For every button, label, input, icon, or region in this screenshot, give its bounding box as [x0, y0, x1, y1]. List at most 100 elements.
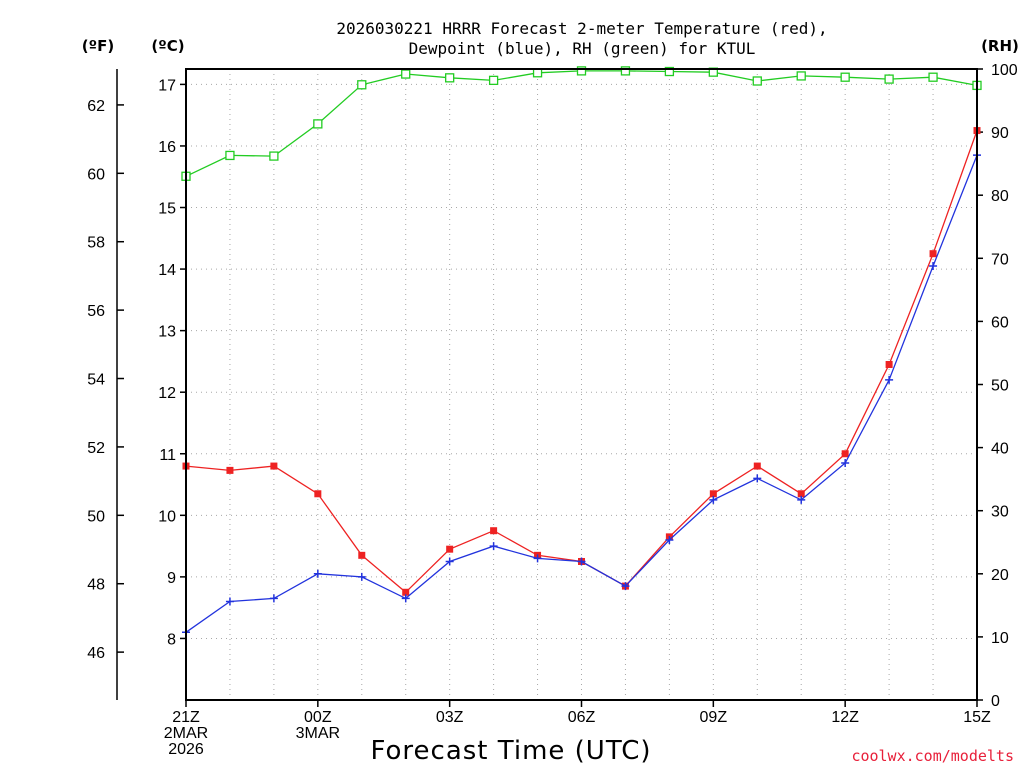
gridlines: [186, 69, 977, 700]
fahrenheit-tick-label: 52: [87, 440, 105, 457]
celsius-tick-label: 12: [158, 385, 176, 402]
x-tick-label: 2MAR: [164, 725, 208, 742]
credit-label: coolwx.com/modelts: [851, 747, 1014, 765]
data-point-marker: [929, 261, 938, 270]
data-point-marker: [313, 569, 322, 578]
series-rh: [181, 66, 982, 181]
fahrenheit-unit-label: (ºF): [82, 37, 114, 55]
celsius-tick-label: 8: [167, 631, 176, 648]
data-point-marker: [270, 462, 278, 470]
celsius-tick-label: 10: [158, 508, 176, 525]
data-point-marker: [665, 535, 674, 544]
fahrenheit-tick-label: 56: [87, 303, 105, 320]
data-point-marker: [314, 490, 322, 498]
series-line: [185, 70, 978, 177]
data-point-marker: [797, 495, 806, 504]
data-point-marker: [753, 462, 761, 470]
celsius-tick-label: 16: [158, 139, 176, 156]
data-point-marker: [269, 594, 278, 603]
rh-unit-label: (RH): [981, 37, 1019, 55]
rh-tick-label: 80: [991, 188, 1009, 205]
celsius-tick-label: 11: [159, 447, 176, 464]
data-point-marker: [884, 74, 894, 84]
x-tick-label: 12Z: [831, 709, 859, 726]
data-point-marker: [401, 594, 410, 603]
data-point-marker: [664, 66, 675, 77]
x-tick-label: 15Z: [963, 709, 991, 726]
data-point-marker: [577, 557, 586, 566]
data-point-marker: [225, 597, 234, 606]
rh-tick-label: 90: [991, 125, 1009, 142]
series-2-meter-temperature: [182, 127, 981, 596]
data-point-marker: [928, 72, 938, 82]
data-point-marker: [226, 466, 234, 474]
data-point-marker: [841, 450, 849, 458]
data-point-marker: [752, 76, 762, 86]
x-tick-label: 2026: [168, 741, 204, 758]
x-tick-label: 03Z: [436, 709, 464, 726]
data-point-marker: [489, 542, 498, 551]
data-point-marker: [620, 66, 631, 76]
data-point-marker: [401, 69, 411, 79]
fahrenheit-tick-label: 48: [87, 577, 105, 594]
fahrenheit-tick-label: 58: [87, 235, 105, 252]
fahrenheit-tick-label: 62: [87, 98, 105, 115]
series-dewpoint: [182, 151, 981, 637]
data-point-marker: [841, 458, 850, 467]
data-point-marker: [840, 72, 850, 82]
rh-tick-label: 60: [991, 314, 1009, 331]
x-tick-label: 00Z: [304, 709, 332, 726]
rh-tick-label: 10: [991, 630, 1009, 647]
rh-tick-label: 50: [991, 378, 1009, 395]
data-point-marker: [269, 151, 279, 161]
celsius-tick-label: 14: [158, 262, 176, 279]
chart-title-line-2: Dewpoint (blue), RH (green) for KTUL: [409, 39, 756, 58]
fahrenheit-tick-label: 46: [87, 645, 105, 662]
rh-tick-label: 70: [991, 251, 1009, 268]
rh-tick-label: 0: [991, 693, 1000, 710]
celsius-unit-label: (ºC): [151, 37, 184, 55]
rh-tick-label: 100: [991, 62, 1018, 79]
data-series: [181, 66, 982, 637]
plot-frame: [185, 68, 978, 701]
fahrenheit-tick-label: 54: [87, 372, 105, 389]
data-point-marker: [446, 545, 454, 553]
data-point-marker: [753, 474, 762, 483]
celsius-tick-label: 17: [158, 77, 176, 94]
rh-tick-label: 20: [991, 567, 1009, 584]
data-point-marker: [709, 490, 717, 498]
data-point-marker: [445, 73, 455, 83]
chart-title-line-1: 2026030221 HRRR Forecast 2-meter Tempera…: [336, 19, 827, 38]
data-point-marker: [358, 551, 366, 559]
data-point-marker: [445, 557, 454, 566]
x-tick-label: 3MAR: [296, 725, 340, 742]
celsius-tick-label: 13: [158, 324, 176, 341]
data-point-marker: [885, 375, 894, 384]
data-point-marker: [576, 66, 587, 76]
data-point-marker: [796, 71, 806, 81]
data-point-marker: [797, 490, 805, 498]
rh-tick-label: 30: [991, 504, 1009, 521]
data-point-marker: [357, 80, 367, 90]
x-tick-label: 06Z: [568, 709, 596, 726]
x-axis-label: Forecast Time (UTC): [370, 736, 651, 766]
data-point-marker: [709, 495, 718, 504]
x-tick-label: 09Z: [700, 709, 728, 726]
celsius-tick-label: 15: [158, 201, 176, 218]
fahrenheit-tick-label: 60: [87, 166, 105, 183]
data-point-marker: [929, 250, 937, 258]
data-point-marker: [357, 572, 366, 581]
data-point-marker: [490, 527, 498, 535]
data-point-marker: [885, 360, 893, 368]
data-point-marker: [488, 75, 499, 86]
data-point-marker: [225, 150, 235, 161]
data-point-marker: [533, 554, 542, 563]
data-point-marker: [402, 588, 410, 596]
data-point-marker: [313, 119, 323, 129]
x-tick-label: 21Z: [172, 709, 200, 726]
data-point-marker: [621, 582, 630, 591]
axes: 8 9 10 11 12 13 14 15 16 17 46 48 50 52 54 56 58 60 62 0 10 2…: [87, 62, 1018, 758]
fahrenheit-tick-label: 50: [87, 508, 105, 525]
rh-tick-label: 40: [991, 441, 1009, 458]
